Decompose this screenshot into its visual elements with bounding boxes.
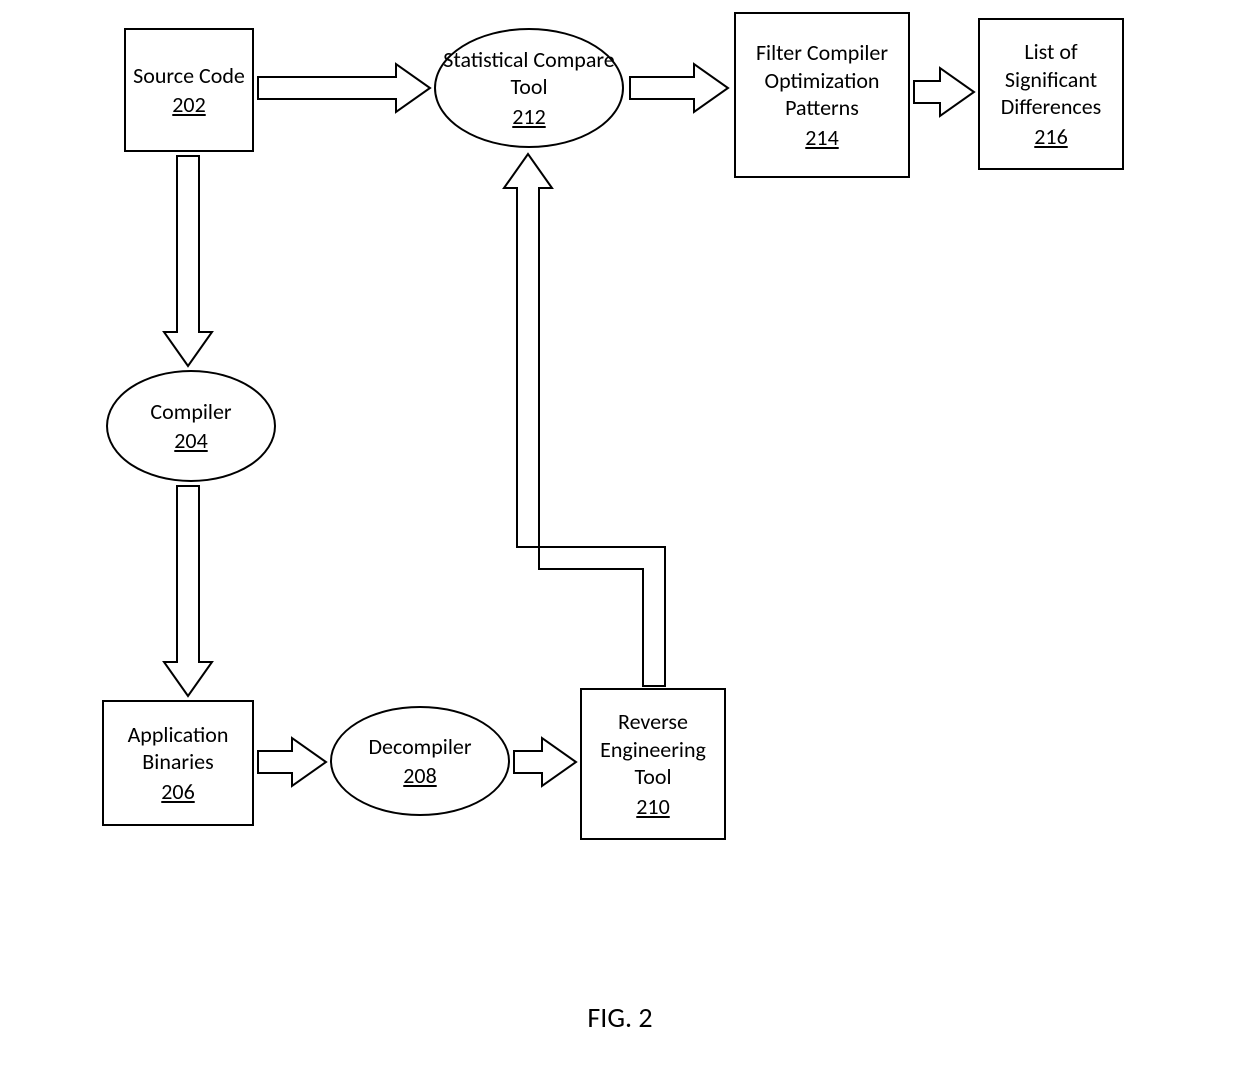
ref-binaries: 206 (161, 778, 194, 806)
ref-decompiler: 208 (403, 762, 436, 790)
node-filter: Filter Compiler Optimization Patterns 21… (734, 12, 910, 178)
label-compiler: Compiler (150, 398, 231, 426)
ref-source-code: 202 (172, 91, 205, 119)
node-decompiler: Decompiler 208 (330, 706, 510, 816)
node-compare-tool: Statistical Compare Tool 212 (434, 28, 624, 148)
label-source-code: Source Code (133, 62, 245, 90)
ref-filter: 214 (805, 124, 838, 152)
label-compare-tool: Statistical Compare Tool (436, 46, 622, 101)
label-list-diff: List of Significant Differences (980, 38, 1122, 121)
ref-rev-eng: 210 (636, 793, 669, 821)
node-list-diff: List of Significant Differences 216 (978, 18, 1124, 170)
node-rev-eng: Reverse Engineering Tool 210 (580, 688, 726, 840)
label-binaries: Application Binaries (104, 721, 252, 776)
ref-compare-tool: 212 (512, 103, 545, 131)
label-rev-eng: Reverse Engineering Tool (582, 708, 724, 791)
label-decompiler: Decompiler (368, 733, 471, 761)
node-compiler: Compiler 204 (106, 370, 276, 482)
ref-compiler: 204 (174, 427, 207, 455)
label-filter: Filter Compiler Optimization Patterns (736, 39, 908, 122)
figure-caption-text: FIG. 2 (587, 1000, 652, 1035)
node-source-code: Source Code 202 (124, 28, 254, 152)
ref-list-diff: 216 (1034, 123, 1067, 151)
figure-caption: FIG. 2 (0, 1000, 1240, 1035)
node-binaries: Application Binaries 206 (102, 700, 254, 826)
